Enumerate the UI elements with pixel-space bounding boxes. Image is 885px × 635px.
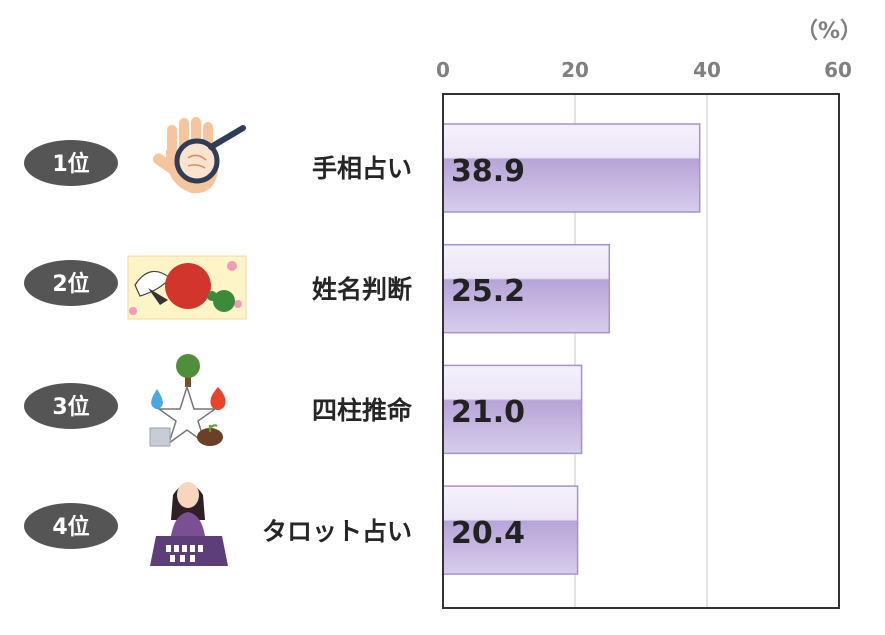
rank-badge: 1位: [24, 140, 118, 186]
rank-label: 1位: [52, 151, 89, 177]
category-label: 姓名判断: [312, 275, 412, 304]
palm-with-magnifier-icon: [152, 117, 246, 194]
rank-label: 2位: [52, 271, 89, 297]
unit-label: （%）: [796, 19, 862, 44]
category-label: タロット占い: [262, 517, 412, 546]
value-label: 38.9: [451, 154, 525, 189]
category-labels: 手相占い 姓名判断 四柱推命 タロット占い: [262, 154, 413, 546]
x-axis-tick-labels: 0 20 40 60: [436, 58, 852, 82]
rank-badge: 3位: [24, 383, 118, 429]
value-label: 25.2: [451, 274, 525, 309]
value-labels: 38.9 25.2 21.0 20.4: [451, 154, 525, 551]
bars-group: [442, 123, 701, 575]
five-elements-icon: [149, 354, 226, 447]
bar-2: [442, 243, 611, 334]
category-label: 手相占い: [312, 154, 412, 183]
rank-label: 3位: [52, 394, 89, 420]
rank-label: 4位: [52, 514, 89, 540]
category-label: 四柱推命: [312, 396, 413, 425]
x-tick-label: 40: [693, 58, 721, 82]
x-tick-label: 20: [561, 58, 589, 82]
rank-badge: 2位: [24, 260, 118, 306]
naming-card-icon: [127, 255, 247, 320]
rank-badge: 4位: [24, 503, 118, 549]
tarot-reader-icon: [150, 482, 228, 566]
x-tick-label: 60: [824, 58, 852, 82]
value-label: 21.0: [451, 395, 525, 430]
plot-frame: [442, 93, 840, 609]
x-tick-label: 0: [436, 58, 450, 82]
value-label: 20.4: [451, 516, 525, 551]
